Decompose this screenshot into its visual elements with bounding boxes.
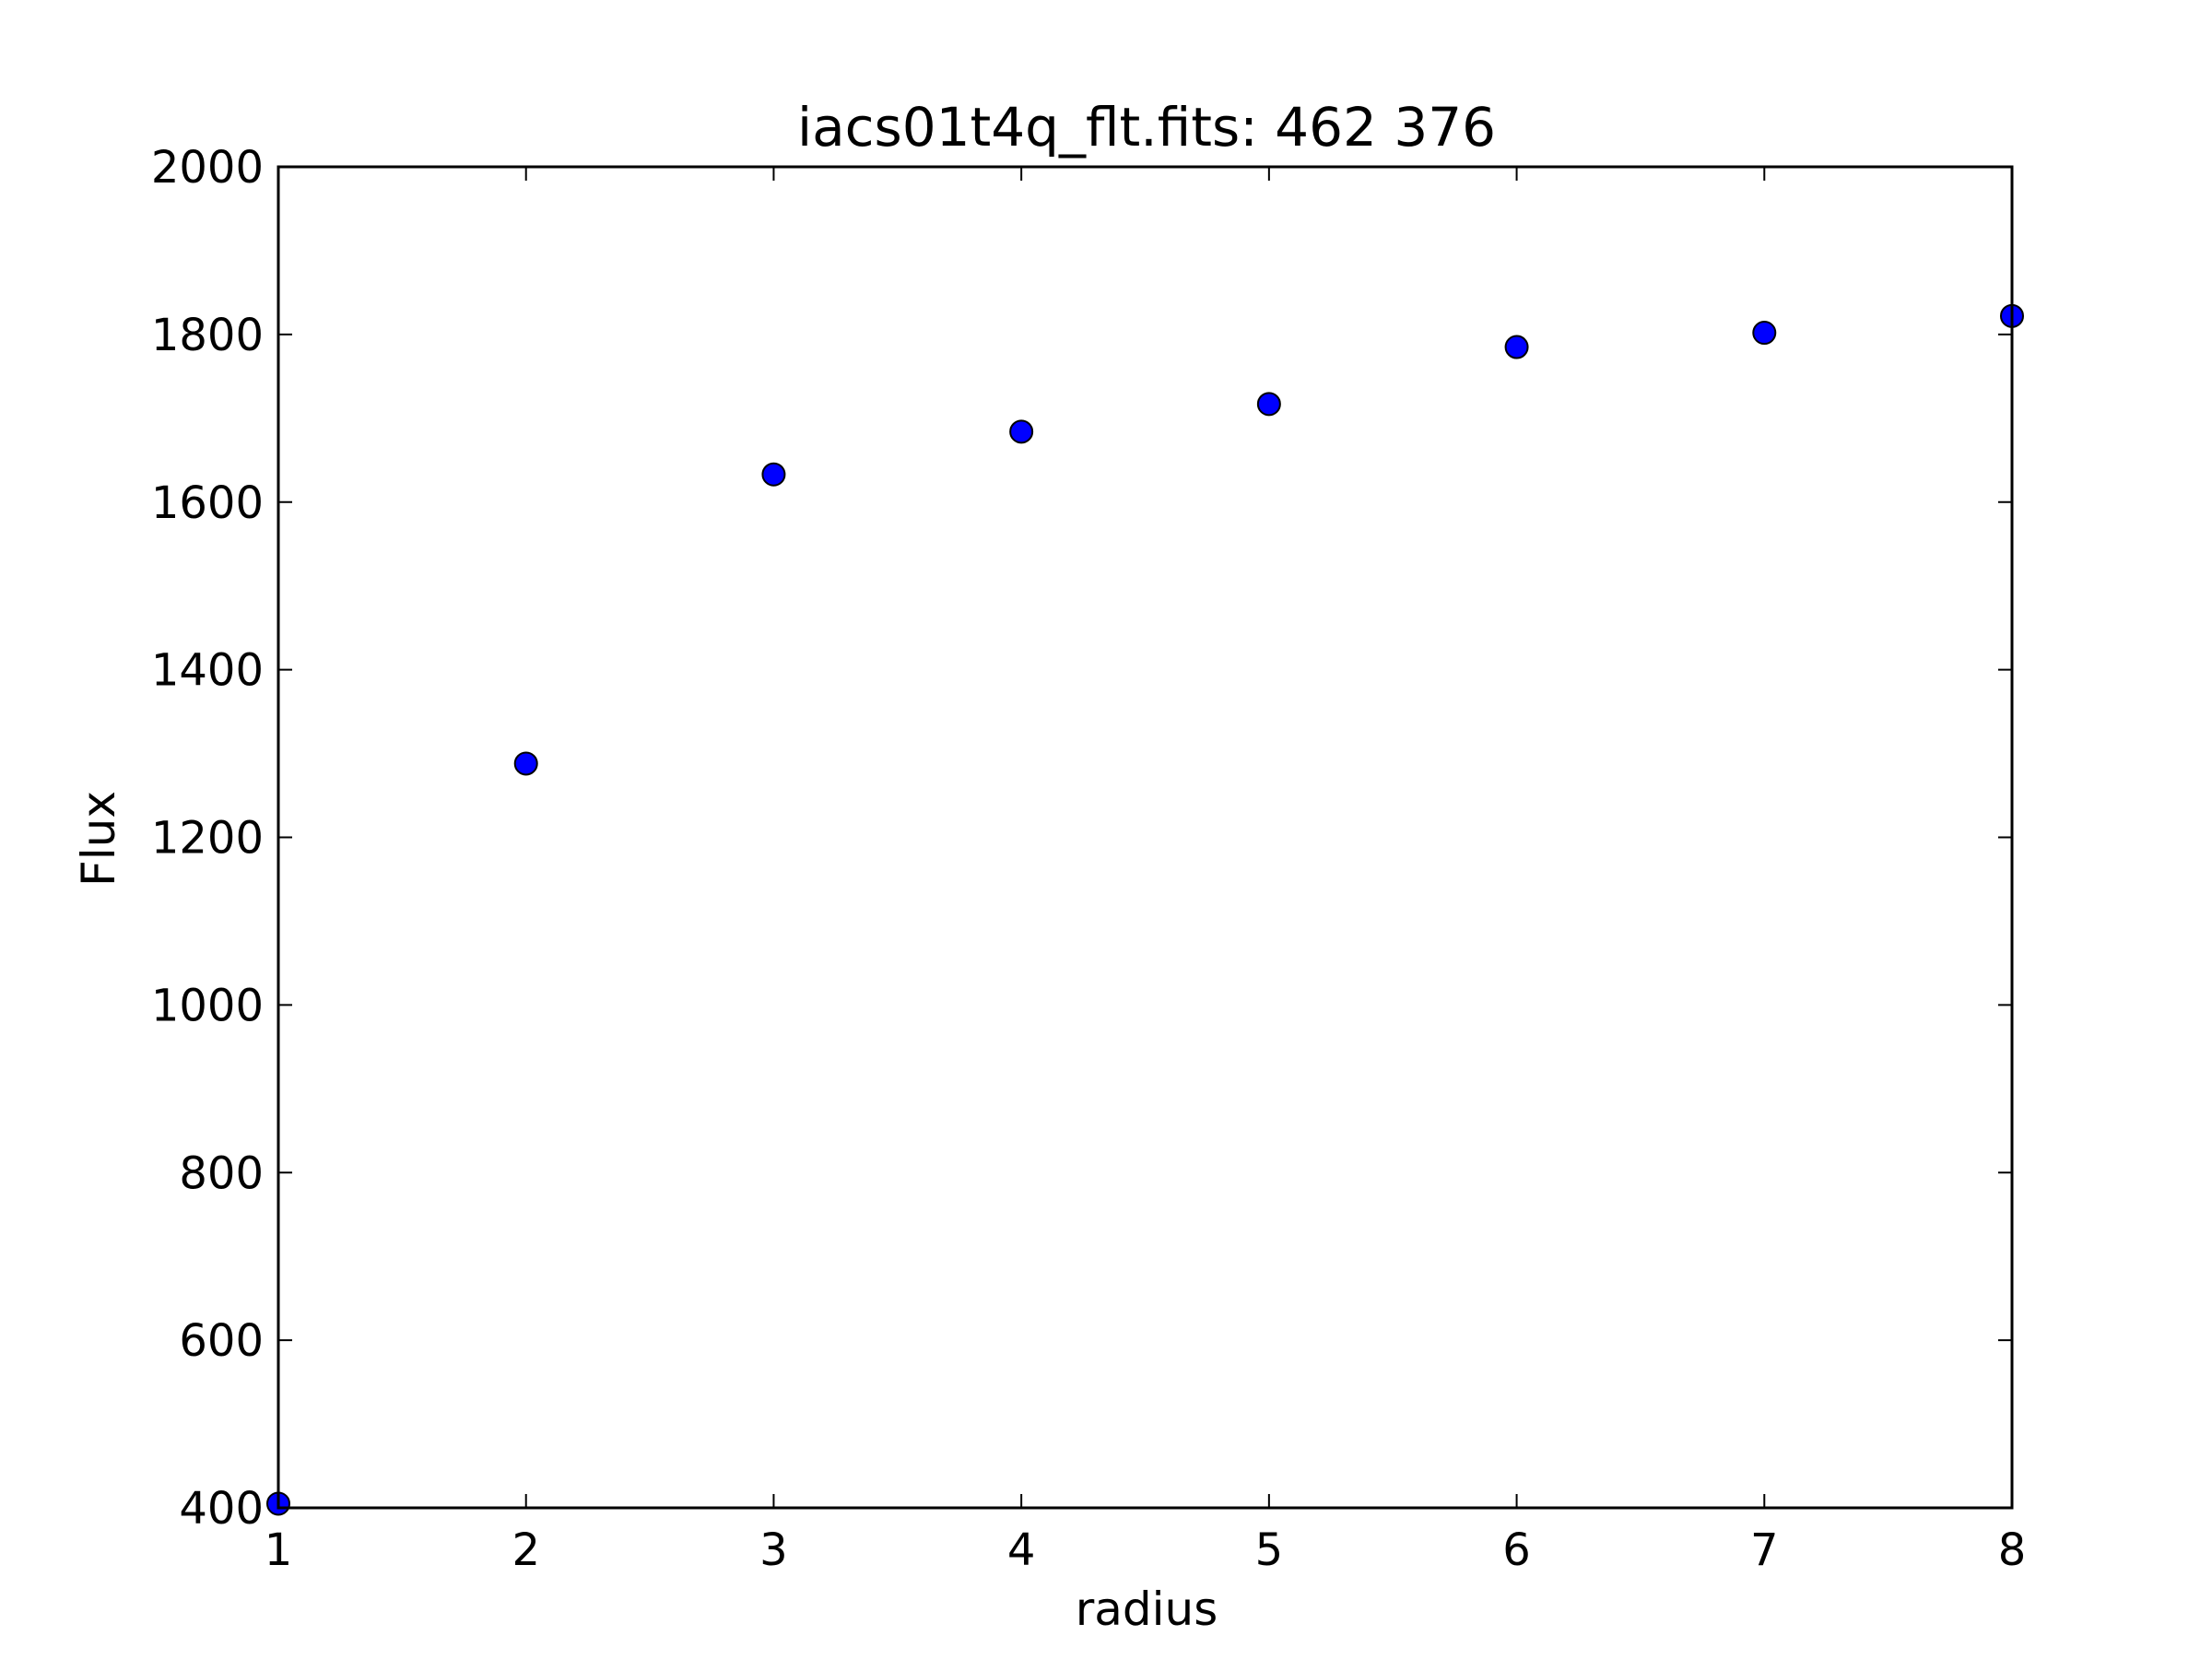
- y-tick-label: 1000: [151, 980, 264, 1031]
- x-tick-label: 8: [1998, 1524, 2027, 1576]
- y-tick-label: 600: [179, 1315, 264, 1367]
- data-points: [266, 303, 2024, 1516]
- data-point: [1009, 419, 1034, 444]
- data-point: [761, 462, 786, 487]
- data-point: [1256, 392, 1281, 417]
- y-tick-label: 400: [179, 1483, 264, 1535]
- y-tick-label: 1200: [151, 813, 264, 865]
- x-tick-label: 4: [1007, 1524, 1036, 1576]
- y-tick-label: 800: [179, 1147, 264, 1199]
- data-point: [513, 751, 538, 776]
- y-tick-label: 1400: [151, 645, 264, 697]
- x-tick-label: 1: [265, 1524, 293, 1576]
- x-tick-label: 7: [1750, 1524, 1779, 1576]
- y-tick-label: 1800: [151, 310, 264, 361]
- x-tick-label: 3: [759, 1524, 788, 1576]
- x-axis-label: radius: [1076, 1583, 1218, 1636]
- y-tick-label: 1600: [151, 477, 264, 529]
- tick-labels: 1 2 3 4 5 6 7 8 400 600 800 1000 1200 1400 1600 1800 200…: [151, 142, 2026, 1576]
- plot-frame: [276, 165, 2014, 1510]
- y-axis-label: Flux: [72, 791, 125, 887]
- x-tick-label: 2: [512, 1524, 540, 1576]
- x-tick-label: 6: [1502, 1524, 1531, 1576]
- y-tick-label: 2000: [151, 142, 264, 194]
- data-point: [1504, 335, 1529, 359]
- chart-title: iacs01t4q_flt.fits: 462 376: [797, 96, 1496, 159]
- data-point: [1752, 321, 1777, 346]
- x-tick-label: 5: [1255, 1524, 1284, 1576]
